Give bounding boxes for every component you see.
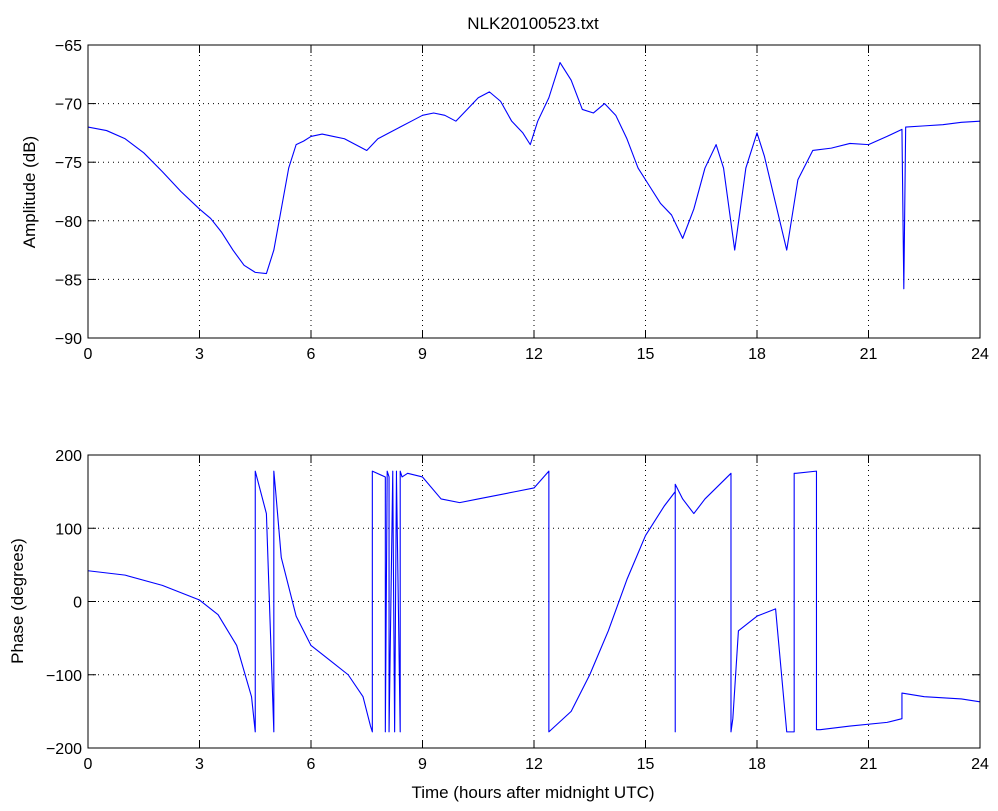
amplitude-x-tick-label: 24 [971, 346, 989, 363]
phase-x-tick-label: 9 [418, 756, 427, 773]
phase-x-tick-label: 21 [860, 756, 878, 773]
phase-y-axis-label: Phase (degrees) [8, 538, 27, 664]
phase-y-tick-label: 0 [73, 595, 82, 612]
amplitude-x-tick-label: 21 [860, 346, 878, 363]
phase-x-tick-label: 3 [195, 756, 204, 773]
amplitude-x-tick-label: 6 [307, 346, 316, 363]
phase-y-tick-label: −200 [46, 741, 82, 758]
phase-x-tick-label: 18 [748, 756, 766, 773]
phase-x-tick-label: 0 [84, 756, 93, 773]
phase-x-tick-label: 6 [307, 756, 316, 773]
amplitude-x-tick-label: 0 [84, 346, 93, 363]
figure-title: NLK20100523.txt [467, 14, 599, 33]
phase-x-tick-label: 24 [971, 756, 989, 773]
amplitude-y-tick-label: −65 [55, 38, 82, 55]
amplitude-y-tick-label: −85 [55, 272, 82, 289]
amplitude-y-axis-label: Amplitude (dB) [20, 136, 39, 248]
amplitude-y-tick-label: −70 [55, 97, 82, 114]
amplitude-x-tick-label: 9 [418, 346, 427, 363]
phase-panel: 0 3 6 9 12 15 18 21 24 −200 −100 0 100 200 [46, 448, 989, 773]
phase-y-tick-label: 200 [55, 448, 82, 465]
amplitude-x-tick-label: 18 [748, 346, 766, 363]
x-axis-label: Time (hours after midnight UTC) [411, 783, 654, 802]
amplitude-x-tick-label: 3 [195, 346, 204, 363]
amplitude-y-tick-label: −90 [55, 331, 82, 348]
phase-x-tick-label: 12 [525, 756, 543, 773]
amplitude-y-tick-label: −75 [55, 155, 82, 172]
amplitude-panel: 0 3 6 9 12 15 18 21 24 −90 −85 −80 −75 −70 −65 [55, 38, 989, 363]
amplitude-x-tick-label: 15 [637, 346, 655, 363]
phase-y-tick-label: 100 [55, 521, 82, 538]
phase-series-line [88, 470, 980, 733]
amplitude-series-line [88, 62, 980, 290]
amplitude-y-tick-label: −80 [55, 214, 82, 231]
phase-y-tick-label: −100 [46, 668, 82, 685]
phase-x-tick-label: 15 [637, 756, 655, 773]
amplitude-plot-area [88, 45, 980, 338]
amplitude-x-tick-label: 12 [525, 346, 543, 363]
